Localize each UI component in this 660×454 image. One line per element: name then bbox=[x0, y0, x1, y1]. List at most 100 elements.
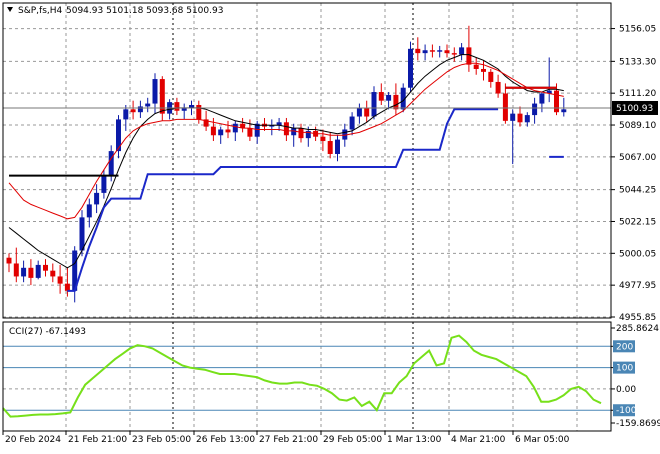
grid bbox=[2, 3, 611, 431]
candle-body bbox=[64, 283, 70, 291]
y-tick-label: 5156.05 bbox=[619, 25, 656, 35]
y-tick-label: 5111.20 bbox=[619, 89, 656, 99]
candle-body bbox=[408, 48, 413, 88]
x-tick-label: 26 Feb 13:00 bbox=[196, 435, 255, 445]
candle-body bbox=[254, 123, 260, 137]
candle-body bbox=[35, 264, 41, 278]
y-tick-label: 5067.00 bbox=[619, 153, 656, 163]
resistance-line bbox=[9, 86, 557, 177]
y-tick-label: 4977.95 bbox=[619, 281, 656, 291]
x-tick-label: 23 Feb 05:00 bbox=[132, 435, 191, 445]
candle-body bbox=[210, 126, 216, 136]
candle-body bbox=[305, 130, 311, 139]
candle-body bbox=[108, 151, 114, 176]
candle-body bbox=[481, 68, 486, 72]
candle-body bbox=[28, 267, 34, 278]
candle-body bbox=[283, 122, 289, 136]
cci-panel bbox=[2, 334, 611, 418]
candle-body bbox=[79, 217, 85, 251]
x-tick-label: 21 Feb 21:00 bbox=[68, 435, 127, 445]
candle-body bbox=[459, 47, 465, 55]
candle-body bbox=[546, 90, 552, 94]
candle-body bbox=[13, 263, 19, 277]
candle-body bbox=[152, 79, 158, 104]
candle-body bbox=[502, 93, 508, 121]
candle-body bbox=[181, 107, 187, 111]
current-price-tag bbox=[612, 100, 658, 115]
candle-body bbox=[247, 128, 253, 137]
frames bbox=[2, 2, 612, 432]
candle-body bbox=[276, 122, 282, 126]
candle-body bbox=[86, 204, 92, 218]
cci-title: CCI(27) -67.1493 bbox=[9, 327, 86, 337]
candle-body bbox=[356, 107, 362, 117]
candle-body bbox=[116, 119, 121, 152]
candle-body bbox=[524, 115, 530, 123]
x-tick-label: 1 Mar 13:00 bbox=[387, 435, 442, 445]
header-ohlc: 5094.93 5101.18 5093.68 5100.93 bbox=[66, 6, 223, 16]
cci-level-tag bbox=[613, 404, 635, 417]
candle-body bbox=[349, 116, 355, 130]
candle-body bbox=[298, 128, 304, 139]
candle-body bbox=[335, 139, 340, 154]
candle-body bbox=[517, 113, 523, 123]
cci-y-tick-label: 100 bbox=[616, 364, 633, 374]
cci-frame bbox=[2, 321, 612, 432]
candle-body bbox=[203, 119, 209, 127]
cci-y-tick-label: 200 bbox=[616, 342, 633, 352]
candle-body bbox=[240, 123, 246, 129]
candle-body bbox=[196, 105, 202, 120]
candle-body bbox=[174, 102, 180, 111]
candle-body bbox=[400, 87, 406, 110]
candle-body bbox=[539, 93, 545, 104]
candle-body bbox=[371, 92, 377, 117]
x-tick-label: 29 Feb 05:00 bbox=[323, 435, 382, 445]
candle-body bbox=[159, 79, 165, 114]
candle-body bbox=[364, 107, 370, 117]
x-tick-label: 27 Feb 21:00 bbox=[259, 435, 318, 445]
candle-body bbox=[415, 48, 421, 54]
candle-body bbox=[532, 103, 538, 116]
candle-body bbox=[291, 128, 297, 136]
candle-body bbox=[43, 264, 48, 271]
candle-body bbox=[57, 276, 63, 284]
candle-body bbox=[232, 123, 238, 133]
candle-body bbox=[6, 257, 12, 264]
candle-body bbox=[393, 94, 399, 110]
candle-body bbox=[320, 136, 326, 142]
y-tick-label: 5133.30 bbox=[619, 57, 656, 67]
candle-body bbox=[422, 50, 428, 54]
chart-menu-icon[interactable] bbox=[7, 7, 13, 12]
candle-body bbox=[21, 267, 27, 277]
cci-y-tick-label: 0.00 bbox=[616, 385, 636, 395]
candle-body bbox=[50, 270, 56, 277]
header: S&P,fs,H4 5094.93 5101.18 5093.68 5100.9… bbox=[7, 6, 223, 16]
x-tick-label: 4 Mar 21:00 bbox=[451, 435, 506, 445]
candle-body bbox=[488, 71, 494, 82]
cci-y-tick-label: -159.8699 bbox=[616, 419, 660, 429]
candle-body bbox=[342, 129, 348, 140]
candle-body bbox=[225, 129, 231, 133]
slow-ma-line bbox=[8, 62, 564, 220]
candle-body bbox=[145, 103, 151, 107]
cci-y-tick-label: 285.8624 bbox=[616, 324, 659, 334]
cci-y-tick-label: -100 bbox=[616, 406, 637, 416]
cci-level-tag bbox=[613, 361, 635, 374]
candle-body bbox=[473, 64, 479, 69]
y-tick-label: 5000.05 bbox=[619, 249, 656, 259]
candle-body bbox=[137, 106, 143, 113]
x-tick-label: 20 Feb 2024 bbox=[5, 435, 61, 445]
x-tick-label: 6 Mar 05:00 bbox=[515, 435, 570, 445]
candle-body bbox=[510, 113, 516, 121]
candle-body bbox=[466, 47, 472, 65]
y-tick-label: 5022.15 bbox=[619, 217, 656, 227]
candle-body bbox=[327, 141, 333, 154]
candle-body bbox=[561, 109, 567, 113]
candle-body bbox=[94, 192, 100, 205]
candle-body bbox=[218, 129, 224, 136]
cci-line bbox=[2, 334, 602, 418]
header-symbol: S&P,fs,H4 bbox=[18, 6, 63, 16]
y-tick-label: 5044.25 bbox=[619, 186, 656, 196]
cci-level-tag bbox=[613, 340, 635, 353]
